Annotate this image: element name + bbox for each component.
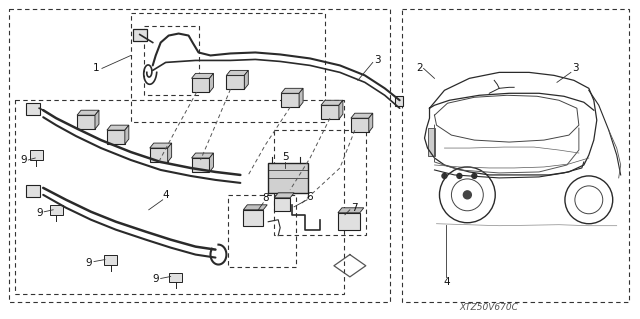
Bar [191,158,209,172]
Polygon shape [168,143,172,162]
Text: 6: 6 [307,192,314,202]
Text: 4: 4 [443,278,450,287]
Polygon shape [281,88,303,93]
Bar [15,100,344,294]
Text: 9: 9 [20,155,27,165]
Polygon shape [95,110,99,129]
Polygon shape [125,125,129,144]
Polygon shape [191,153,214,158]
Polygon shape [351,113,372,118]
Text: 8: 8 [262,193,269,203]
Polygon shape [107,125,129,130]
Bar [30,150,43,160]
Polygon shape [244,70,248,89]
Circle shape [442,174,447,178]
Bar [268,163,308,193]
Bar [191,78,209,92]
Circle shape [472,174,477,178]
Bar [428,128,435,156]
Text: 3: 3 [573,63,579,73]
Polygon shape [321,100,343,105]
Bar [169,272,182,282]
Bar [10,9,390,302]
Polygon shape [243,205,268,210]
Bar [104,255,117,264]
Circle shape [457,174,462,178]
Bar [274,130,366,235]
Bar [281,93,299,107]
Bar [133,29,147,41]
Bar [131,13,325,122]
Polygon shape [77,110,99,115]
Polygon shape [369,113,372,132]
Text: 9: 9 [36,208,42,218]
Bar [107,130,125,144]
Polygon shape [339,100,343,119]
Circle shape [463,191,471,199]
Bar [402,9,628,302]
Bar [26,185,40,197]
Bar [227,75,244,89]
Bar [77,115,95,129]
Text: 1: 1 [93,63,99,73]
Polygon shape [299,88,303,107]
Text: XTZ50V670C: XTZ50V670C [460,303,518,312]
Text: 7: 7 [351,203,358,213]
Bar [395,96,403,106]
Bar [338,213,360,230]
Text: 4: 4 [163,190,169,200]
Bar [50,205,63,215]
Bar [228,195,296,267]
Text: 3: 3 [374,56,381,65]
Bar [144,26,198,95]
Text: 9: 9 [86,257,92,268]
Bar [321,105,339,119]
Polygon shape [338,208,364,213]
Bar [243,210,263,226]
Polygon shape [209,73,214,92]
Bar [351,118,369,132]
Bar [274,198,290,211]
Bar [26,103,40,115]
Text: 5: 5 [282,152,289,162]
Bar [150,148,168,162]
Polygon shape [274,193,294,198]
Polygon shape [150,143,172,148]
Text: 2: 2 [416,63,423,73]
Polygon shape [191,73,214,78]
Polygon shape [227,70,248,75]
Polygon shape [209,153,214,172]
Text: 9: 9 [152,274,159,285]
